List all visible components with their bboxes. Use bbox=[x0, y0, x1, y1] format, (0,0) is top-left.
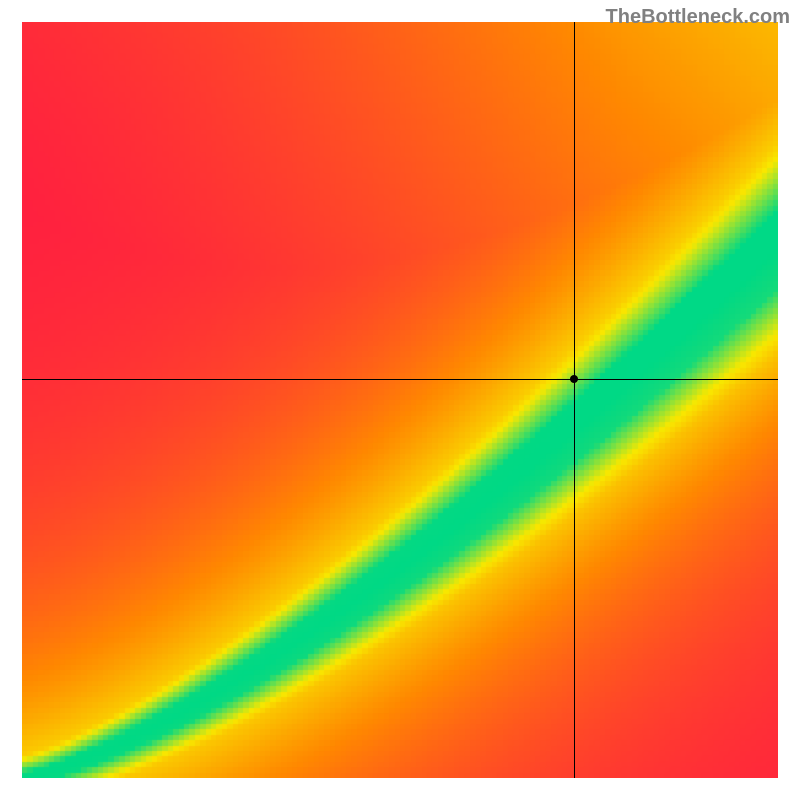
heatmap-canvas bbox=[22, 22, 778, 778]
crosshair-marker bbox=[570, 375, 578, 383]
crosshair-horizontal bbox=[22, 379, 778, 380]
chart-container: TheBottleneck.com bbox=[0, 0, 800, 800]
crosshair-vertical bbox=[574, 22, 575, 778]
plot-border bbox=[22, 22, 778, 778]
watermark-text: TheBottleneck.com bbox=[606, 6, 790, 29]
